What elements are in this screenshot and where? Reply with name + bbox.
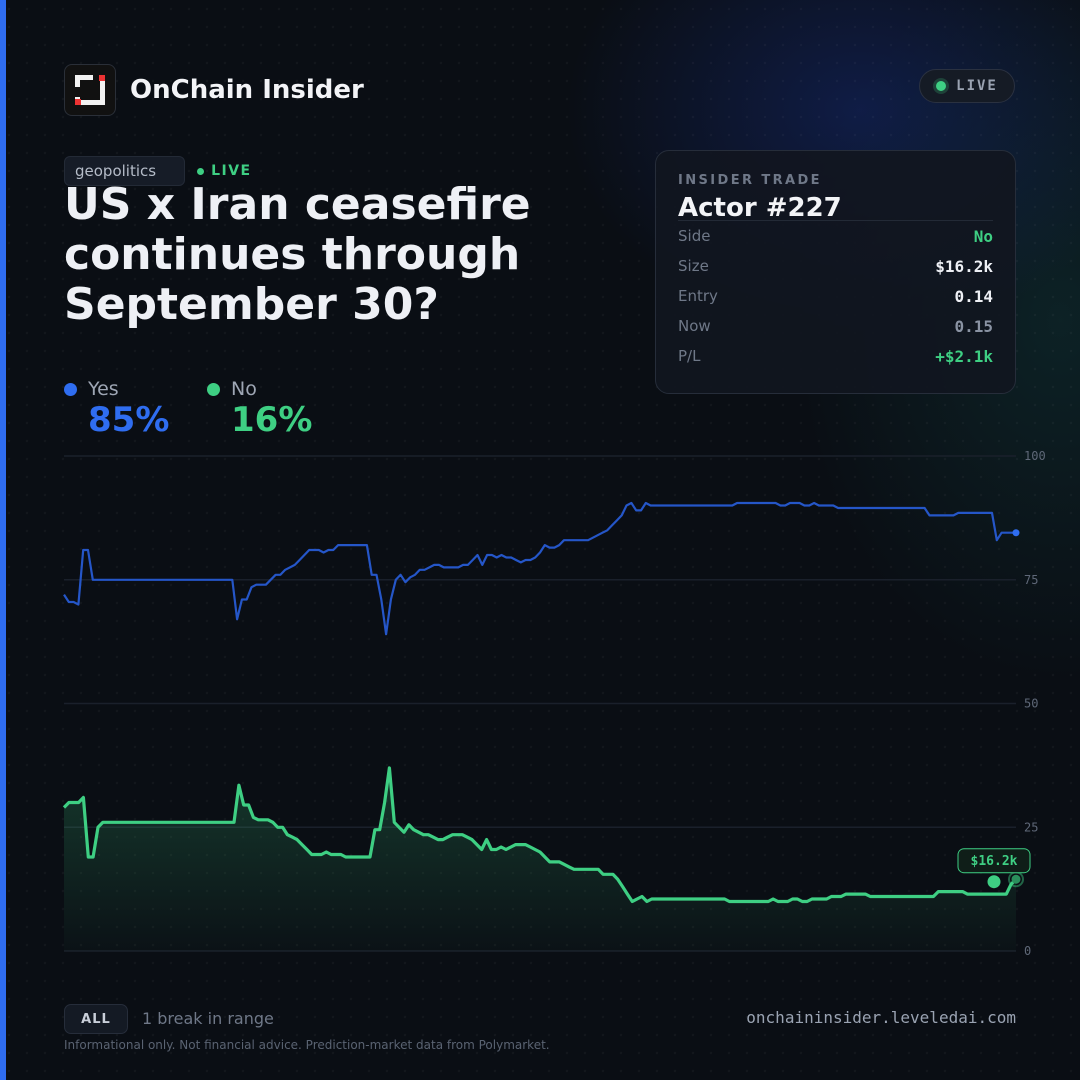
- series-no-line: [62, 766, 1018, 904]
- outcome-yes: Yes 85%: [64, 378, 169, 440]
- series-no-area: [64, 767, 1016, 951]
- y-tick-label: 25: [1024, 820, 1038, 834]
- insider-actor: Actor #227: [678, 193, 842, 223]
- card-row-value: +$2.1k: [935, 346, 993, 366]
- category-tag[interactable]: geopolitics: [64, 156, 186, 186]
- insider-card-kicker: INSIDER TRADE: [678, 173, 822, 188]
- outcome-yes-pct: 85%: [88, 400, 170, 440]
- card-row-now: Now 0.15: [678, 311, 993, 341]
- no-dot-icon: [207, 382, 220, 396]
- series-yes-line: [63, 501, 1016, 636]
- market-live-dot-icon: [197, 167, 205, 175]
- outcome-no: No 16%: [207, 378, 312, 440]
- trade-callout-box: [957, 848, 1031, 874]
- card-row-pl: P/L +$2.1k: [678, 341, 993, 371]
- card-row-key: Side: [678, 227, 711, 245]
- card-row-side: Side No: [678, 221, 993, 251]
- card-row-value: No: [973, 226, 993, 246]
- card-row-value: 0.14: [954, 286, 993, 306]
- card-row-value: 0.15: [954, 316, 993, 336]
- live-dot-icon: [936, 81, 947, 91]
- y-tick-label: 0: [1024, 944, 1031, 958]
- trade-callout-label: $16.2k: [971, 854, 1018, 869]
- card-row-size: Size $16.2k: [678, 251, 993, 281]
- live-status-badge: LIVE: [919, 69, 1015, 103]
- card-divider: [678, 220, 993, 221]
- card-row-value: $16.2k: [935, 256, 993, 276]
- market-meta: geopolitics LIVE: [64, 156, 252, 186]
- site-link[interactable]: onchaininsider.leveledai.com: [746, 1008, 1016, 1027]
- outcome-no-pct: 16%: [231, 400, 313, 440]
- breaks-in-range: 1 break in range: [142, 1009, 274, 1028]
- insider-trade-marker: [987, 875, 1001, 889]
- brand-logo-icon: [64, 64, 116, 116]
- market-status-label: LIVE: [211, 163, 252, 179]
- series-yes-endpoint: [1012, 529, 1020, 537]
- card-row-key: Size: [678, 257, 709, 275]
- live-status-label: LIVE: [956, 78, 998, 94]
- disclaimer: Informational only. Not financial advice…: [64, 1038, 550, 1052]
- accent-bar: [0, 0, 6, 1080]
- range-all-button[interactable]: ALL: [64, 1004, 128, 1034]
- y-tick-label: 100: [1024, 449, 1046, 463]
- outcome-yes-label: Yes: [88, 378, 119, 400]
- y-tick-label: 75: [1024, 573, 1038, 587]
- card-row-key: Now: [678, 317, 711, 335]
- card-row-key: P/L: [678, 347, 701, 365]
- yes-dot-icon: [64, 382, 77, 396]
- market-status: LIVE: [197, 163, 252, 179]
- card-row-entry: Entry 0.14: [678, 281, 993, 311]
- card-row-key: Entry: [678, 287, 718, 305]
- brand-name: OnChain Insider: [130, 75, 364, 105]
- y-tick-label: 50: [1024, 697, 1038, 711]
- insider-trade-card: INSIDER TRADE Actor #227 Side No Size $1…: [655, 150, 1016, 394]
- outcome-no-label: No: [231, 378, 257, 400]
- brand: OnChain Insider: [64, 64, 364, 116]
- series-no-endpoint: [1011, 874, 1021, 884]
- market-question: US x Iran ceasefire continues through Se…: [64, 179, 531, 330]
